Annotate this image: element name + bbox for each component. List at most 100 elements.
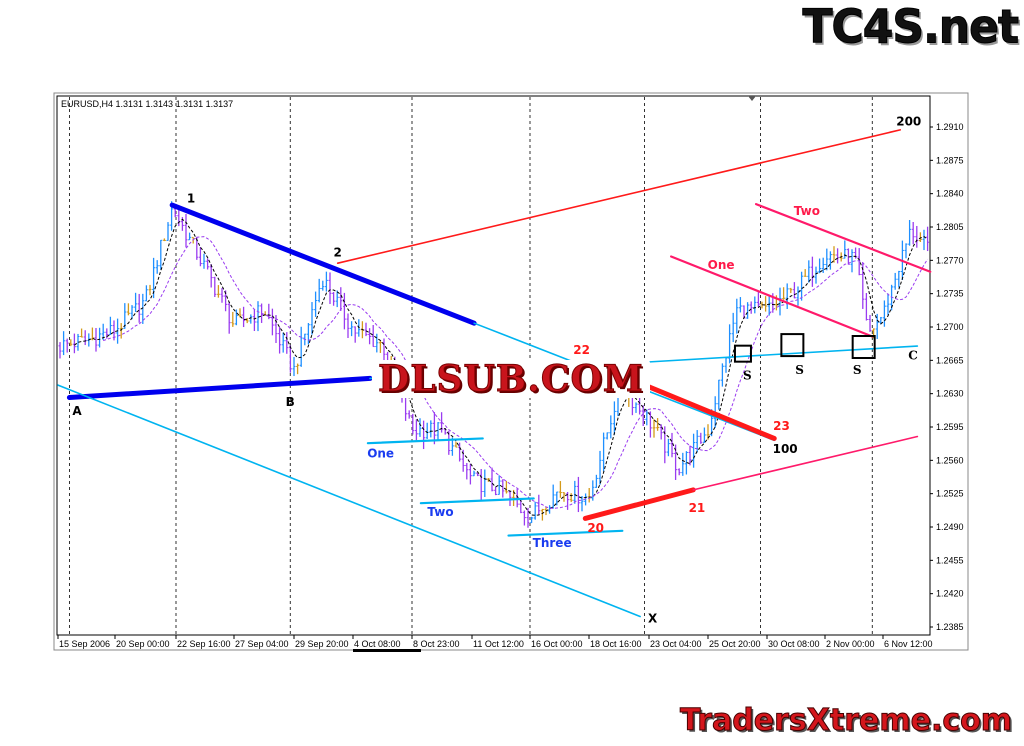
price-bar [213, 276, 217, 298]
price-bar [414, 419, 418, 441]
price-bar [368, 328, 372, 345]
price-bar [292, 356, 296, 377]
price-bar [692, 433, 696, 468]
y-tick-label: 1.2595 [936, 422, 964, 432]
price-bar [58, 342, 62, 359]
price-bar [562, 492, 566, 502]
price-bar [738, 297, 742, 313]
price-bar [598, 450, 602, 485]
price-bar [882, 300, 886, 327]
price-bar [335, 290, 339, 308]
price-bar [558, 481, 562, 498]
price-bar [670, 432, 674, 458]
price-bar [746, 302, 750, 319]
price-bar [789, 287, 793, 294]
annotation-label: C [908, 349, 918, 363]
price-bar [69, 339, 73, 347]
x-tick-label: 22 Sep 16:00 [177, 639, 231, 649]
price-bar [296, 363, 300, 375]
x-tick-label: 29 Sep 20:00 [295, 639, 349, 649]
price-bar [346, 313, 350, 338]
price-bar [472, 470, 476, 477]
price-bar [332, 292, 336, 306]
price-bar [429, 420, 433, 438]
price-bar [72, 333, 76, 354]
price-bar [497, 475, 501, 495]
price-bar [454, 441, 458, 448]
y-tick-label: 1.2490 [936, 522, 964, 532]
price-bar [580, 496, 584, 512]
price-bar [735, 298, 739, 334]
annotation-label: One [367, 447, 394, 461]
price-bar [897, 270, 901, 288]
price-bar [216, 285, 220, 298]
price-bar [350, 321, 354, 337]
price-bar [105, 328, 109, 339]
price-bar [926, 226, 930, 252]
price-bar [220, 288, 224, 303]
price-bar [666, 438, 670, 457]
scroll-position-marker[interactable] [353, 649, 421, 652]
price-bar [274, 315, 278, 343]
price-bar [162, 238, 166, 242]
price-bar [468, 463, 472, 485]
annotation-label: 22 [573, 343, 590, 357]
price-bar [778, 287, 782, 316]
price-bar [134, 292, 138, 312]
annotation-label: 100 [773, 442, 798, 456]
price-bar [375, 333, 379, 353]
price-bar [62, 331, 66, 356]
price-bar [861, 263, 865, 309]
x-tick-label: 15 Sep 2006 [59, 639, 110, 649]
price-bar [911, 221, 915, 245]
price-bar [242, 306, 246, 328]
s-box-2 [780, 333, 805, 358]
x-tick-label: 23 Oct 04:00 [650, 639, 702, 649]
price-bar [314, 291, 318, 317]
price-bar [540, 508, 544, 521]
price-bar [648, 411, 652, 438]
price-bar [144, 285, 148, 302]
price-bar [749, 301, 753, 314]
price-bar [227, 302, 231, 334]
price-bar [879, 316, 883, 325]
x-tick-label: 27 Sep 04:00 [235, 639, 289, 649]
price-bar [875, 313, 879, 339]
price-bar [818, 258, 822, 274]
price-bar [317, 278, 321, 303]
price-bar [299, 326, 303, 367]
annotation-label: S [743, 369, 752, 383]
chart-shift-marker-icon[interactable] [748, 96, 756, 101]
annotation-label: A [72, 404, 82, 418]
price-bar [130, 305, 134, 320]
price-bar [634, 402, 638, 413]
y-tick-label: 1.2770 [936, 255, 964, 265]
price-bar [677, 468, 681, 476]
price-bar [123, 303, 127, 329]
price-bar [785, 283, 789, 310]
line-20-21 [582, 487, 696, 521]
price-bar [782, 287, 786, 300]
price-bar [353, 326, 357, 343]
price-bar [328, 272, 332, 304]
price-bar [155, 260, 159, 274]
price-bar [490, 467, 494, 492]
price-bar [886, 293, 890, 316]
y-tick-label: 1.2840 [936, 189, 964, 199]
price-bar [684, 451, 688, 475]
watermark-tc4s-logo: TC4S.net [802, 0, 1020, 55]
annotation-label: 200 [896, 114, 921, 128]
annotation-label: Two [427, 505, 453, 519]
price-bar [659, 424, 663, 440]
line-21-extension [692, 435, 919, 491]
annotation-label: 21 [689, 501, 706, 515]
price-bar [108, 316, 112, 336]
price-bar [814, 266, 818, 284]
price-bar [893, 272, 897, 290]
price-bar [76, 333, 80, 351]
price-bar [126, 303, 130, 316]
price-bar [825, 248, 829, 271]
y-tick-label: 1.2875 [936, 155, 964, 165]
price-bar [231, 311, 235, 327]
y-tick-label: 1.2630 [936, 389, 964, 399]
